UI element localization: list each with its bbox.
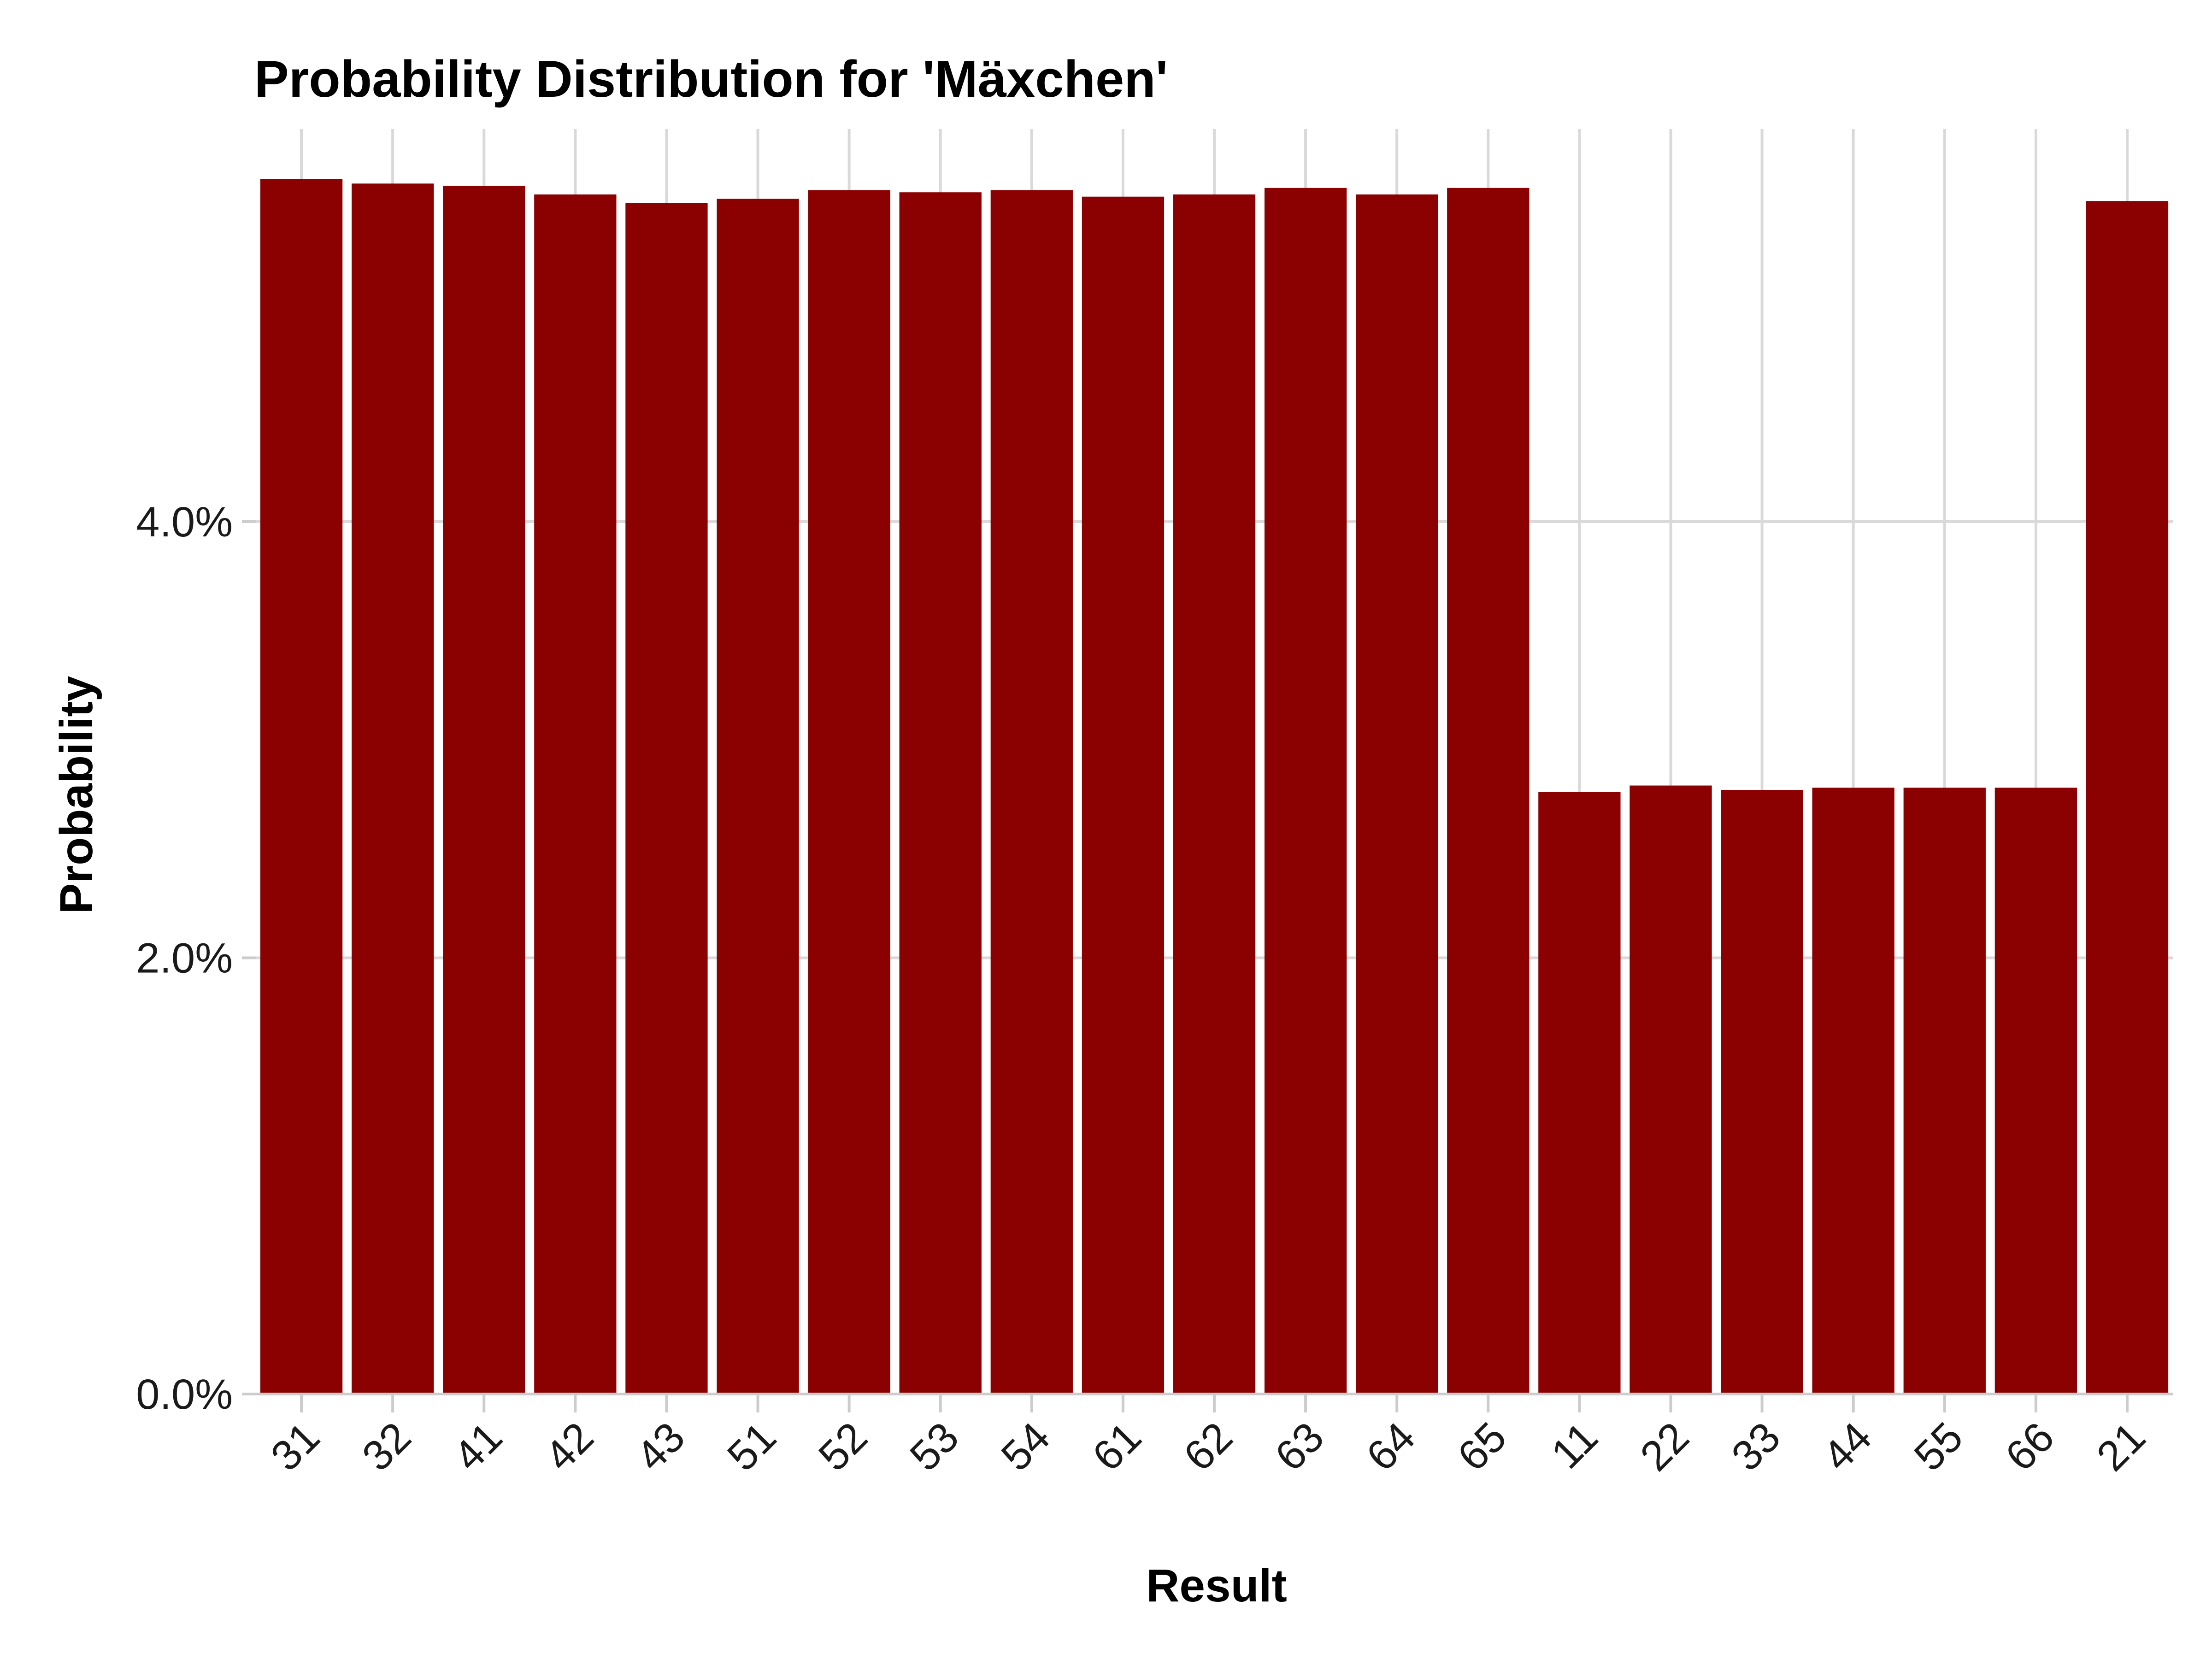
bar-42 <box>534 194 617 1394</box>
bar-53 <box>899 192 982 1394</box>
y-tick-label: 0.0% <box>136 1371 233 1418</box>
bar-63 <box>1264 188 1347 1394</box>
x-tick-label: 43 <box>627 1413 694 1480</box>
y-axis-title: Probability <box>51 676 102 914</box>
bar-11 <box>1538 792 1621 1394</box>
y-tick-label: 4.0% <box>136 499 233 546</box>
x-tick-label: 41 <box>445 1413 511 1480</box>
x-tick-label: 62 <box>1175 1413 1241 1480</box>
x-tick-label: 21 <box>2088 1413 2154 1480</box>
x-tick-label: 11 <box>1542 1413 1607 1478</box>
y-tick-label: 2.0% <box>136 935 233 982</box>
bar-62 <box>1173 194 1256 1394</box>
bar-61 <box>1082 196 1165 1394</box>
x-tick-label: 32 <box>353 1413 420 1480</box>
x-tick-label: 54 <box>992 1413 1059 1480</box>
x-tick-label: 53 <box>901 1413 967 1480</box>
bar-33 <box>1721 790 1803 1394</box>
bar-21 <box>2086 201 2169 1394</box>
x-tick-label: 61 <box>1084 1413 1150 1480</box>
bar-54 <box>990 190 1073 1394</box>
x-tick-label: 64 <box>1358 1413 1424 1480</box>
bar-66 <box>1994 788 2077 1394</box>
x-tick-label: 42 <box>536 1413 602 1480</box>
bar-55 <box>1903 788 1986 1394</box>
x-tick-label: 55 <box>1905 1413 1971 1480</box>
bar-44 <box>1812 788 1894 1394</box>
bar-65 <box>1447 188 1530 1394</box>
chart-title: Probability Distribution for 'Mäxchen' <box>254 50 1168 108</box>
bar-52 <box>808 190 890 1394</box>
bar-22 <box>1630 785 1712 1394</box>
x-tick-label: 63 <box>1266 1413 1333 1480</box>
x-tick-label: 22 <box>1631 1413 1698 1480</box>
x-axis-title: Result <box>1146 1560 1287 1612</box>
bars <box>260 179 2169 1394</box>
x-tick-label: 51 <box>718 1413 785 1480</box>
bar-64 <box>1356 194 1438 1394</box>
x-tick-label: 31 <box>262 1413 329 1480</box>
x-tick-label: 33 <box>1723 1413 1789 1480</box>
bar-32 <box>352 183 434 1394</box>
x-tick-label: 52 <box>810 1413 876 1480</box>
x-tick-label: 44 <box>1814 1413 1880 1480</box>
x-tick-label: 65 <box>1449 1413 1515 1480</box>
bar-31 <box>260 179 343 1394</box>
bar-43 <box>625 203 708 1394</box>
bar-41 <box>443 186 525 1394</box>
bar-51 <box>717 199 799 1394</box>
x-tick-label: 66 <box>1997 1413 2063 1480</box>
